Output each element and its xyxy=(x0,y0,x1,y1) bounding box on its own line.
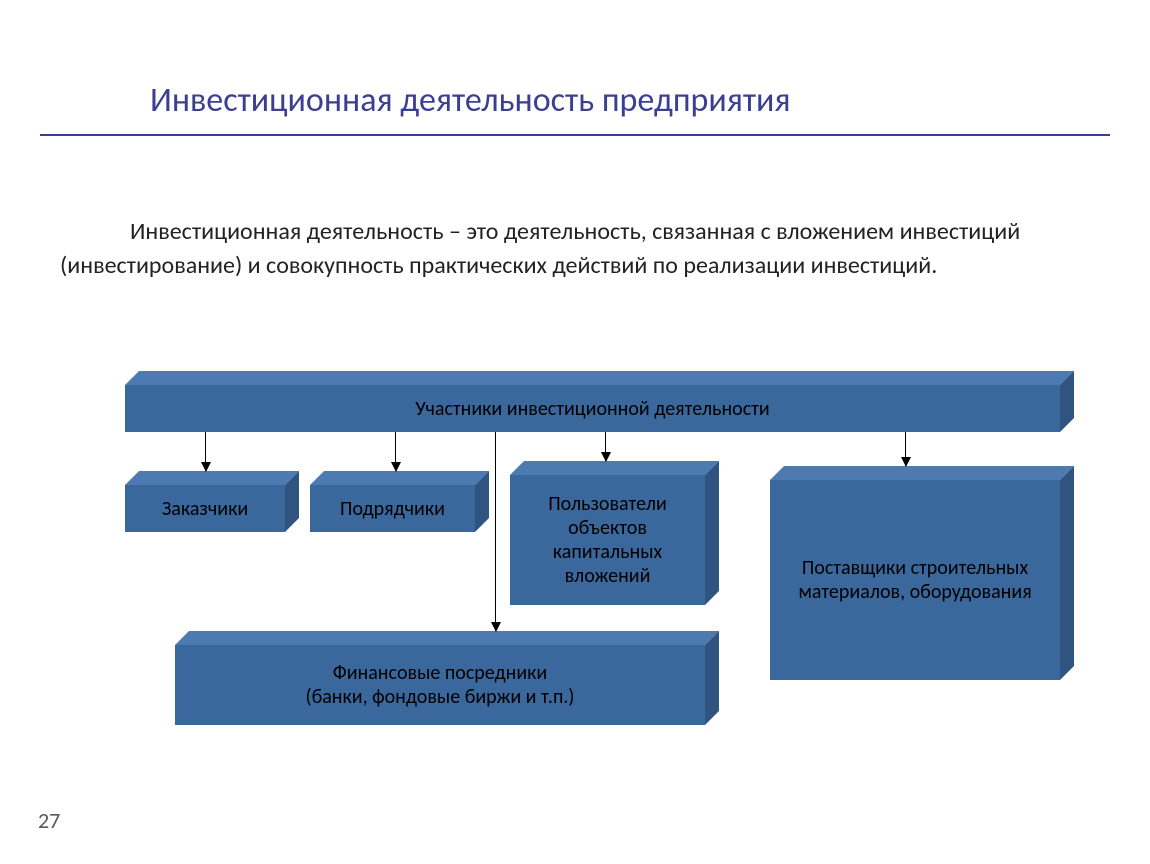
block-suppliers: Поставщики строительных материалов, обор… xyxy=(770,480,1060,680)
block-label: Пользователи объектов капитальных вложен… xyxy=(520,492,695,588)
page-number: 27 xyxy=(38,807,60,834)
block-label: Подрядчики xyxy=(340,497,445,521)
arrow-down-icon xyxy=(905,432,906,466)
block-participants-header: Участники инвестиционной деятельности xyxy=(125,385,1060,432)
slide-title: Инвестиционная деятельность предприятия xyxy=(150,80,791,121)
block-capital-users: Пользователи объектов капитальных вложен… xyxy=(510,475,705,605)
body-text-content: Инвестиционная деятельность – это деятел… xyxy=(60,217,1020,280)
block-label: Поставщики строительных материалов, обор… xyxy=(780,556,1050,604)
body-text: Инвестиционная деятельность – это деятел… xyxy=(60,215,1060,282)
block-contractors: Подрядчики xyxy=(310,485,475,532)
arrow-down-icon xyxy=(495,432,496,631)
arrow-down-icon xyxy=(395,432,396,471)
block-label: Финансовые посредники(банки, фондовые би… xyxy=(306,661,575,709)
block-financial-intermediaries: Финансовые посредники(банки, фондовые би… xyxy=(175,645,705,725)
arrow-down-icon xyxy=(205,432,206,471)
block-label: Участники инвестиционной деятельности xyxy=(415,397,769,421)
block-label: Заказчики xyxy=(162,497,248,521)
title-underline xyxy=(40,134,1110,136)
block-customers: Заказчики xyxy=(125,485,285,532)
arrow-down-icon xyxy=(605,432,606,461)
slide: Инвестиционная деятельность предприятия … xyxy=(0,0,1150,864)
